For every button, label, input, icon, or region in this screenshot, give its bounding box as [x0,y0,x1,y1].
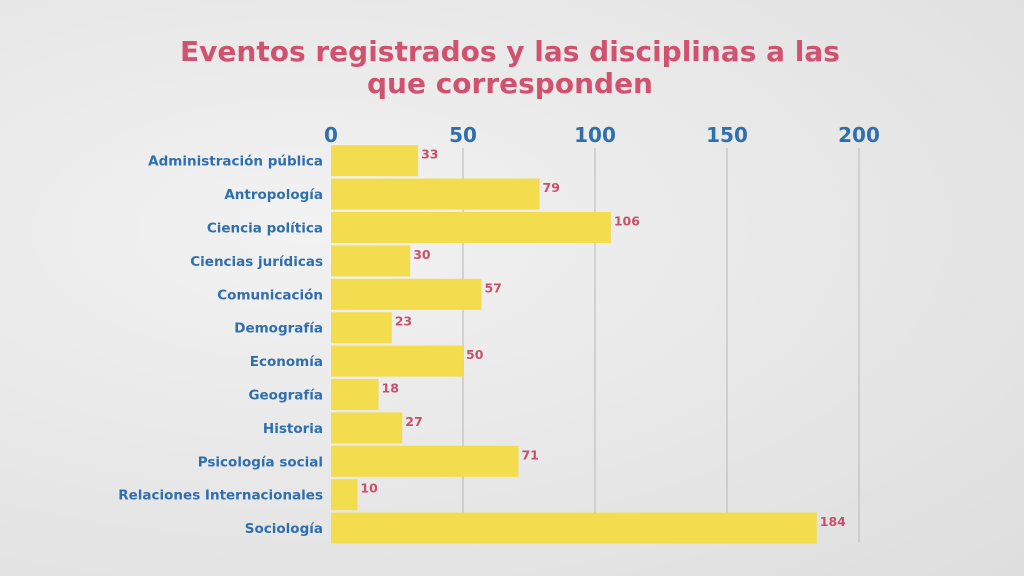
bar [331,479,358,511]
bar [331,245,411,277]
value-label: 27 [405,414,422,429]
x-axis-ticks: 0 50 100 150 200 [324,123,880,147]
bar [331,445,519,477]
bar [331,145,419,177]
bar [331,278,482,310]
value-labels: 33 79 106 30 57 23 50 18 27 71 10 184 [360,147,846,529]
value-label: 33 [421,147,438,162]
category-label: Relaciones Internacionales [118,488,323,504]
bar [331,312,392,344]
category-labels: Administración pública Antropología Cienci… [118,154,323,537]
category-label: Economía [250,354,323,370]
value-label: 50 [466,347,484,362]
category-label: Administración pública [148,154,323,170]
value-label: 10 [360,481,378,496]
x-tick-label: 200 [838,123,880,147]
category-label: Demografía [234,321,323,337]
x-tick-label: 0 [324,123,338,147]
category-label: Ciencia política [207,221,323,237]
bar [331,512,817,544]
bar [331,345,463,377]
category-label: Sociología [245,521,323,537]
value-label: 18 [382,381,399,396]
value-label: 71 [521,447,538,462]
bar [331,379,379,410]
bars [331,145,817,544]
category-label: Ciencias jurídicas [190,254,323,270]
category-label: Antropología [224,187,323,203]
bar [331,212,611,243]
x-tick-label: 100 [574,123,616,147]
x-tick-label: 150 [706,123,748,147]
value-label: 184 [820,514,846,529]
bar [331,412,403,444]
value-label: 57 [484,280,501,295]
value-label: 30 [413,247,431,262]
category-label: Historia [263,421,323,437]
value-label: 23 [395,314,412,329]
category-label: Comunicación [217,287,323,303]
value-label: 79 [543,180,560,195]
chart-title: Eventos registrados y las disciplinas a … [180,35,840,100]
x-tick-label: 50 [449,123,477,147]
bar [331,178,540,210]
category-label: Psicología social [198,454,323,470]
value-label: 106 [614,214,640,229]
category-label: Geografía [248,388,323,404]
